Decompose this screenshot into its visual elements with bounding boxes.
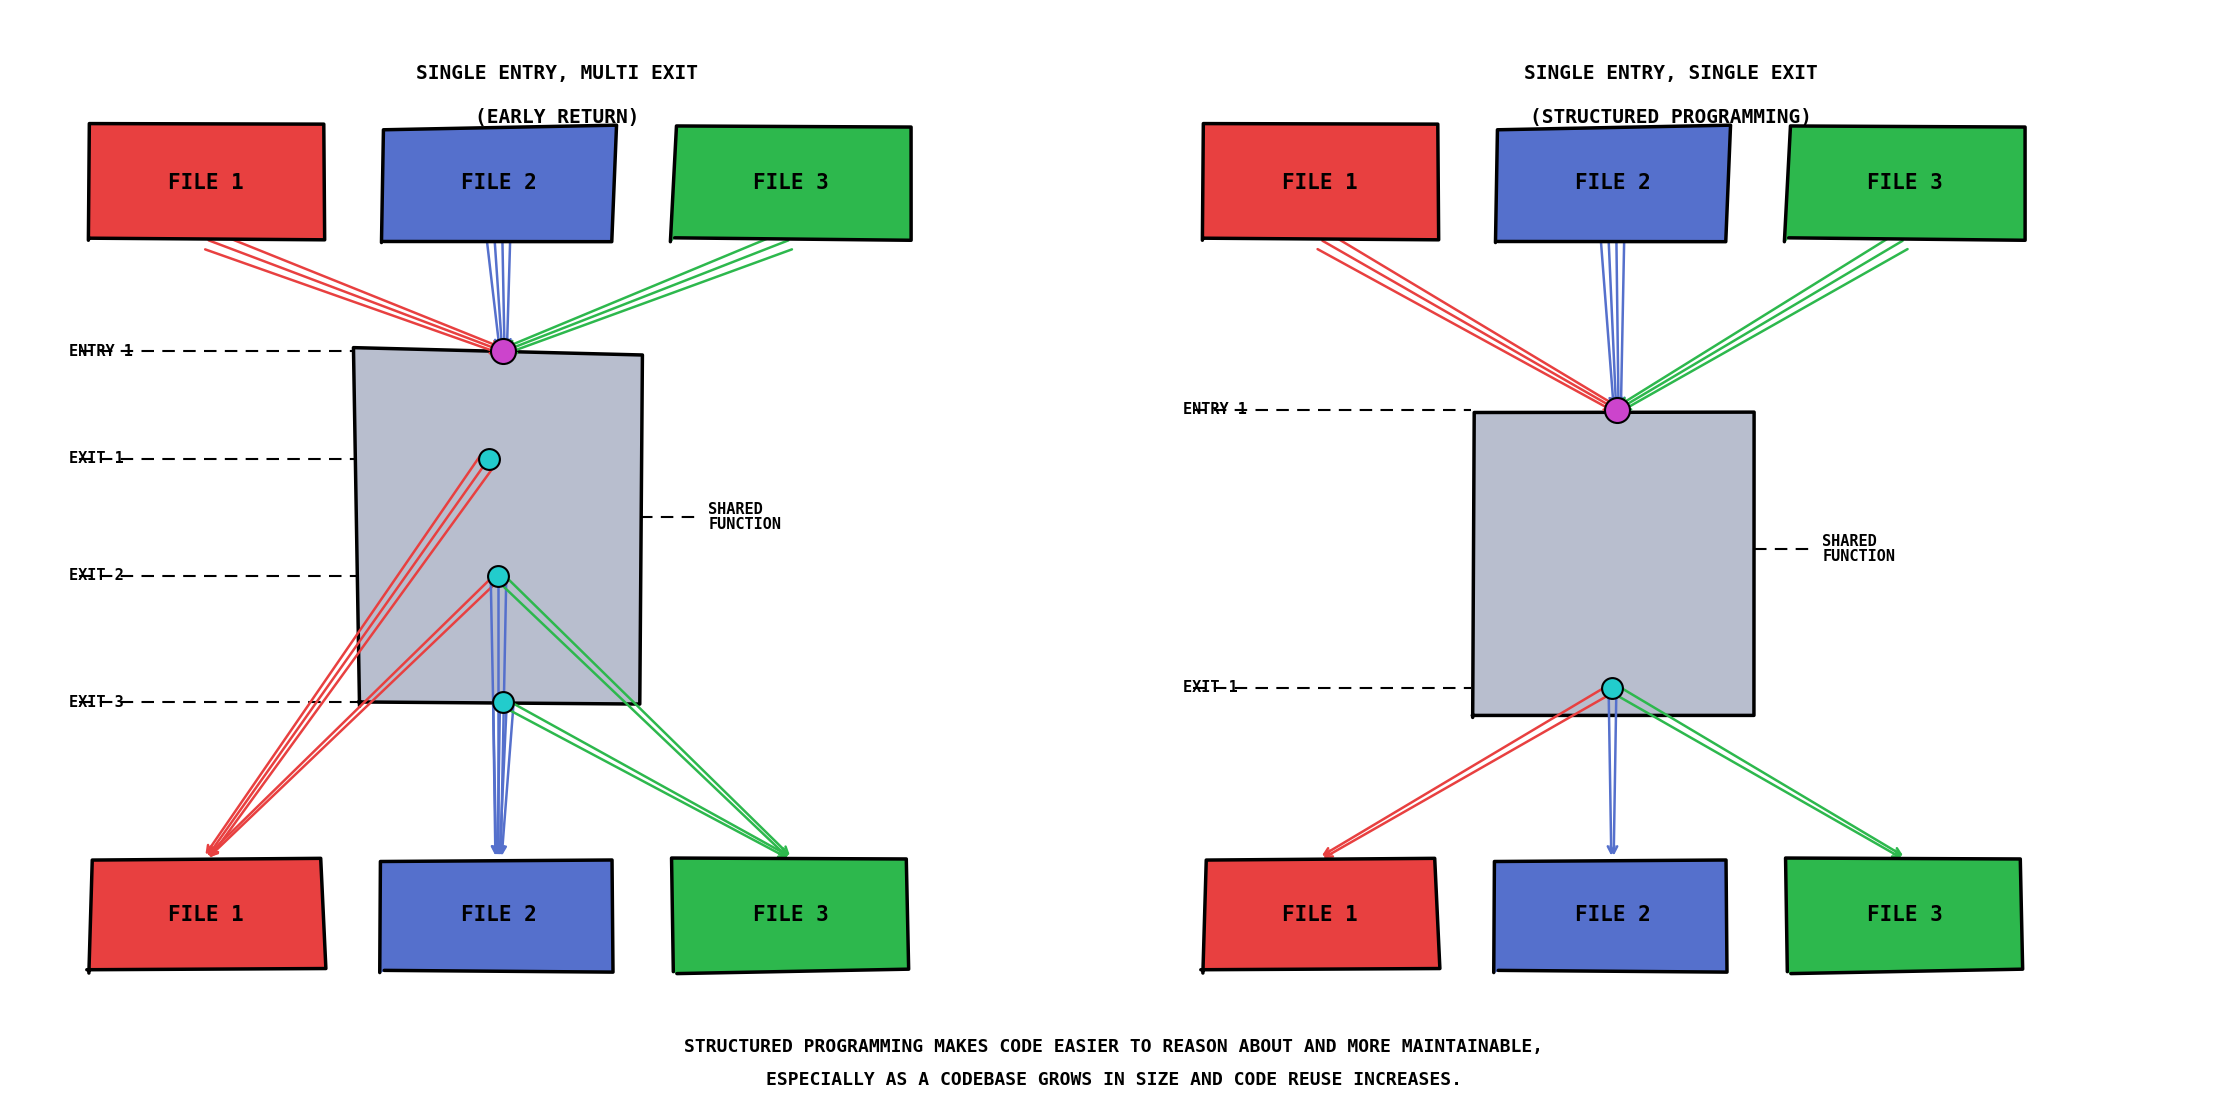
Polygon shape bbox=[379, 860, 613, 973]
Text: EXIT 1: EXIT 1 bbox=[69, 451, 125, 466]
Polygon shape bbox=[89, 124, 325, 240]
Text: FILE 3: FILE 3 bbox=[1867, 904, 1943, 924]
Text: FILE 2: FILE 2 bbox=[1575, 173, 1651, 193]
Polygon shape bbox=[1201, 859, 1439, 973]
Polygon shape bbox=[1203, 124, 1439, 240]
Text: FILE 3: FILE 3 bbox=[1867, 173, 1943, 193]
Polygon shape bbox=[1495, 125, 1731, 243]
Text: FUNCTION: FUNCTION bbox=[1823, 548, 1896, 564]
Text: FILE 3: FILE 3 bbox=[753, 904, 829, 924]
Polygon shape bbox=[671, 126, 911, 242]
Text: SHARED: SHARED bbox=[1823, 534, 1876, 548]
Text: SINGLE ENTRY, SINGLE EXIT: SINGLE ENTRY, SINGLE EXIT bbox=[1524, 64, 1818, 83]
Text: (EARLY RETURN): (EARLY RETURN) bbox=[475, 107, 639, 126]
Text: EXIT 2: EXIT 2 bbox=[69, 568, 125, 583]
Text: ENTRY 1: ENTRY 1 bbox=[69, 343, 134, 359]
Text: SHARED: SHARED bbox=[709, 502, 762, 517]
Text: ENTRY 1: ENTRY 1 bbox=[1183, 402, 1248, 418]
Text: SINGLE ENTRY, MULTI EXIT: SINGLE ENTRY, MULTI EXIT bbox=[417, 64, 697, 83]
Text: FILE 1: FILE 1 bbox=[167, 904, 243, 924]
Text: FILE 1: FILE 1 bbox=[1281, 904, 1357, 924]
Polygon shape bbox=[87, 859, 325, 973]
Text: FILE 1: FILE 1 bbox=[1281, 173, 1357, 193]
Text: (STRUCTURED PROGRAMMING): (STRUCTURED PROGRAMMING) bbox=[1531, 107, 1811, 126]
Polygon shape bbox=[1785, 858, 2023, 974]
Polygon shape bbox=[354, 348, 642, 706]
Text: FILE 1: FILE 1 bbox=[167, 173, 243, 193]
Polygon shape bbox=[1473, 412, 1753, 718]
Polygon shape bbox=[1785, 126, 2025, 242]
Text: FILE 2: FILE 2 bbox=[461, 173, 537, 193]
Polygon shape bbox=[1493, 860, 1727, 973]
Text: EXIT 3: EXIT 3 bbox=[69, 695, 125, 710]
Text: FILE 3: FILE 3 bbox=[753, 173, 829, 193]
Text: FILE 2: FILE 2 bbox=[1575, 904, 1651, 924]
Polygon shape bbox=[381, 125, 617, 243]
Text: ESPECIALLY AS A CODEBASE GROWS IN SIZE AND CODE REUSE INCREASES.: ESPECIALLY AS A CODEBASE GROWS IN SIZE A… bbox=[766, 1071, 1462, 1089]
Text: STRUCTURED PROGRAMMING MAKES CODE EASIER TO REASON ABOUT AND MORE MAINTAINABLE,: STRUCTURED PROGRAMMING MAKES CODE EASIER… bbox=[684, 1038, 1544, 1056]
Text: FUNCTION: FUNCTION bbox=[709, 517, 782, 532]
Text: EXIT 1: EXIT 1 bbox=[1183, 680, 1239, 696]
Polygon shape bbox=[671, 858, 909, 974]
Text: FILE 2: FILE 2 bbox=[461, 904, 537, 924]
